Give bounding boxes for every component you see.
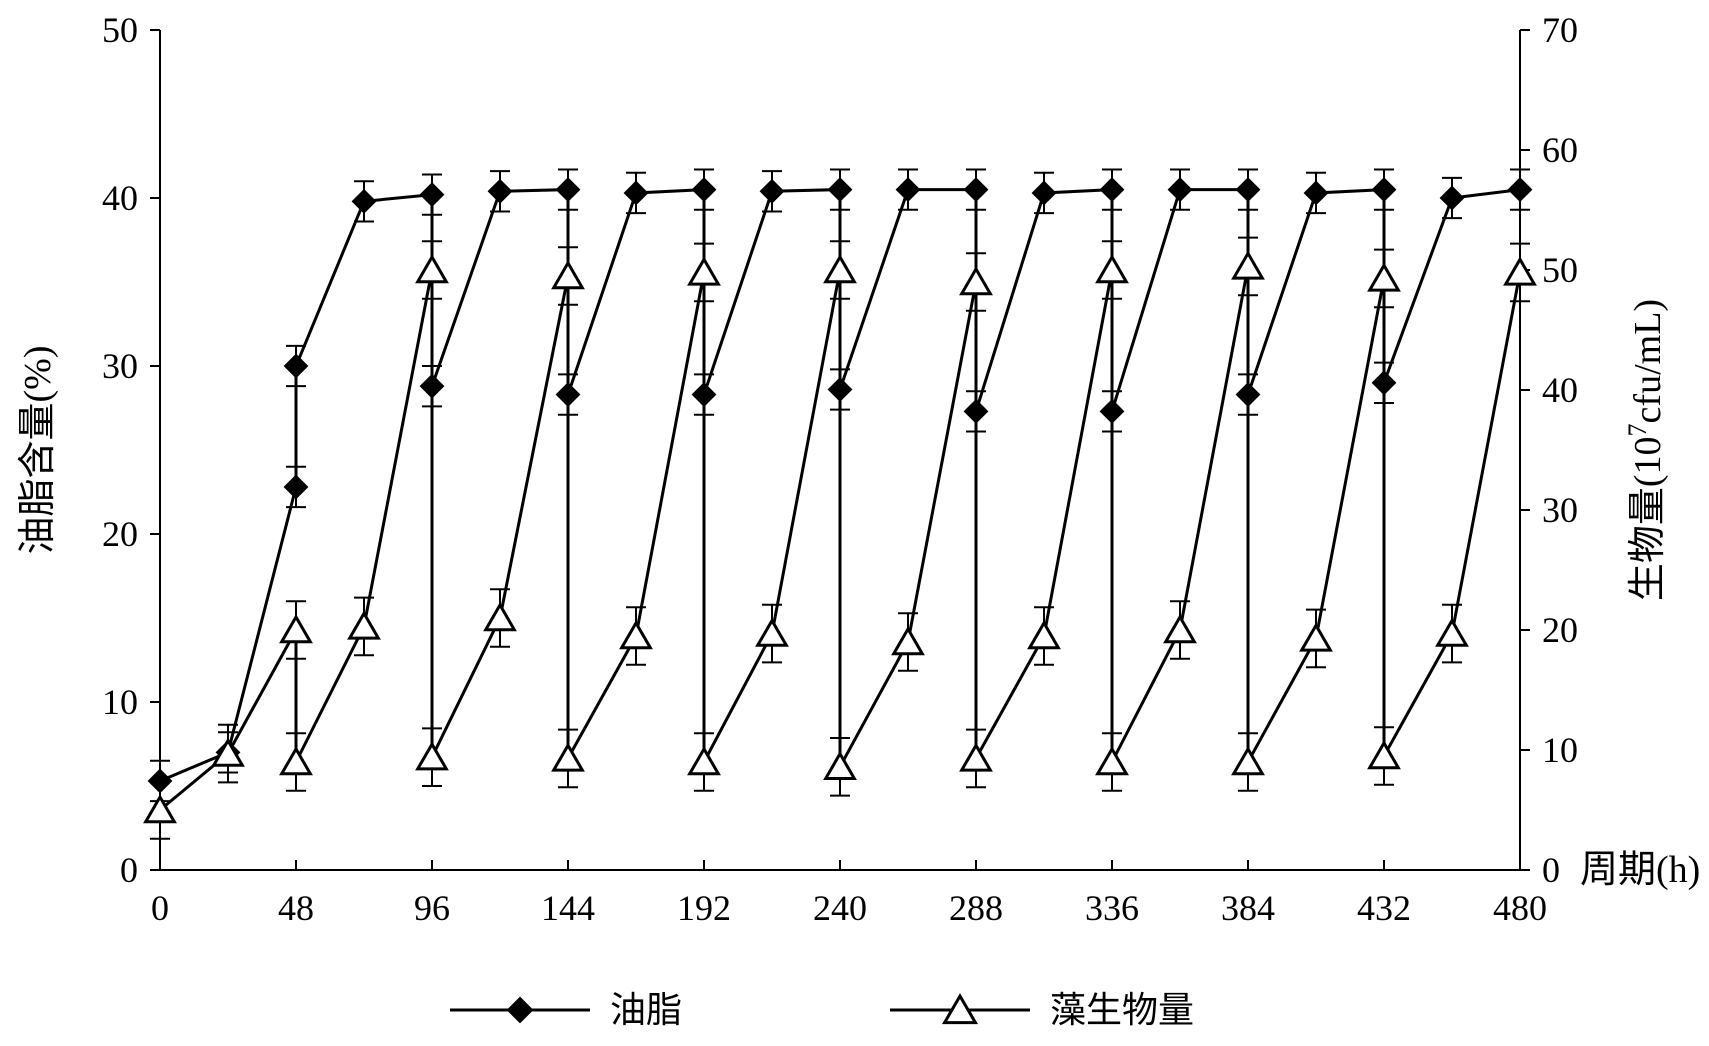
diamond-marker [285, 355, 307, 377]
triangle-marker [826, 257, 855, 282]
x-tick-label: 144 [541, 888, 595, 928]
diamond-marker [693, 179, 715, 201]
triangle-marker [1370, 265, 1399, 290]
diamond-marker [897, 179, 919, 201]
diamond-marker [557, 179, 579, 201]
diamond-marker [353, 190, 375, 212]
triangle-marker [1098, 749, 1127, 774]
y-right-tick-label: 30 [1542, 490, 1578, 530]
legend: 油脂 藻生物量 [450, 990, 1194, 1030]
y-right-tick-label: 20 [1542, 610, 1578, 650]
diamond-marker [1169, 179, 1191, 201]
y-right-tick-label: 50 [1542, 250, 1578, 290]
triangle-marker [418, 744, 447, 769]
y-left-tick-label: 0 [120, 850, 138, 890]
triangle-marker [554, 263, 583, 288]
y-left-tick-label: 50 [102, 10, 138, 50]
x-tick-label: 384 [1221, 888, 1275, 928]
x-tick-label: 96 [414, 888, 450, 928]
diamond-marker [421, 184, 443, 206]
triangle-marker [1438, 621, 1467, 646]
triangle-marker [486, 605, 515, 630]
diamond-marker [1373, 179, 1395, 201]
x-tick-label: 432 [1357, 888, 1411, 928]
series-藻生物量 [146, 238, 1535, 839]
y-right-tick-label: 60 [1542, 130, 1578, 170]
diamond-marker [1237, 179, 1259, 201]
x-tick-label: 480 [1493, 888, 1547, 928]
triangle-marker [1030, 623, 1059, 648]
y-left-tick-label: 10 [102, 682, 138, 722]
y-left-axis-title: 油脂含量(%) [17, 346, 59, 555]
diamond-marker [285, 476, 307, 498]
triangle-marker [1506, 259, 1535, 284]
triangle-marker [962, 745, 991, 770]
y-right-tick-label: 40 [1542, 370, 1578, 410]
triangle-marker [350, 613, 379, 638]
x-tick-label: 288 [949, 888, 1003, 928]
diamond-marker [1441, 187, 1463, 209]
diamond-marker [625, 182, 647, 204]
triangle-marker [1166, 617, 1195, 642]
x-tick-label: 240 [813, 888, 867, 928]
x-axis-title: 周期(h) [1580, 849, 1700, 891]
triangle-marker [282, 749, 311, 774]
y-right-axis-title: 生物量(107cfu/mL) [1623, 299, 1670, 601]
triangle-marker [690, 259, 719, 284]
triangle-marker [1234, 749, 1263, 774]
diamond-marker [829, 179, 851, 201]
triangle-marker [418, 257, 447, 282]
triangle-marker [1234, 253, 1263, 278]
legend-label: 油脂 [610, 990, 682, 1030]
triangle-marker [962, 269, 991, 294]
series-line [160, 266, 1520, 810]
y-left-tick-label: 40 [102, 178, 138, 218]
triangle-marker [622, 623, 651, 648]
triangle-marker [758, 621, 787, 646]
triangle-marker [894, 629, 923, 654]
y-right-tick-label: 10 [1542, 730, 1578, 770]
diamond-marker [508, 998, 532, 1022]
chart-svg: 0 10 20 30 40 50 0 10 20 30 40 50 60 70 0 48 96 144 192 240… [0, 0, 1709, 1046]
triangle-marker [1302, 625, 1331, 650]
legend-label: 藻生物量 [1050, 990, 1194, 1030]
diamond-marker [965, 179, 987, 201]
chart-container: 0 10 20 30 40 50 0 10 20 30 40 50 60 70 0 48 96 144 192 240… [0, 0, 1709, 1046]
diamond-marker [1033, 182, 1055, 204]
triangle-marker [282, 617, 311, 642]
triangle-marker [554, 745, 583, 770]
x-tick-label: 192 [677, 888, 731, 928]
diamond-marker [489, 180, 511, 202]
x-tick-label: 48 [278, 888, 314, 928]
y-right-tick-label: 70 [1542, 10, 1578, 50]
x-tick-label: 0 [151, 888, 169, 928]
triangle-marker [826, 754, 855, 779]
y-left-tick-label: 30 [102, 346, 138, 386]
diamond-marker [761, 180, 783, 202]
diamond-marker [1305, 182, 1327, 204]
triangle-marker [1098, 257, 1127, 282]
triangle-marker [1370, 743, 1399, 768]
diamond-marker [1509, 179, 1531, 201]
y-right-tick-label: 0 [1542, 850, 1560, 890]
triangle-marker [690, 749, 719, 774]
y-left-tick-label: 20 [102, 514, 138, 554]
x-tick-label: 336 [1085, 888, 1139, 928]
diamond-marker [1101, 179, 1123, 201]
